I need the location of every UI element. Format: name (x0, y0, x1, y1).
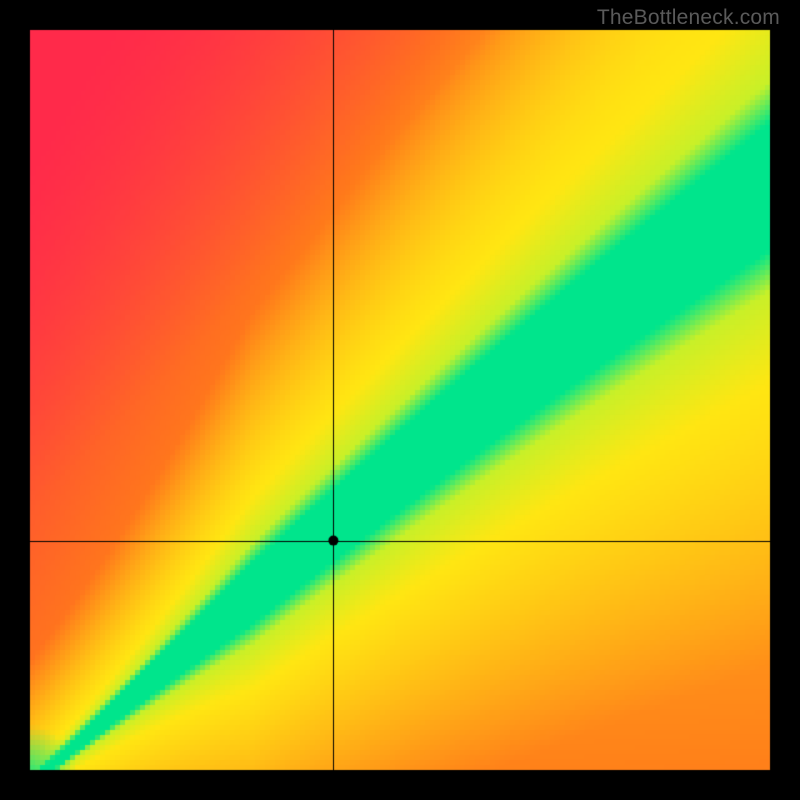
heatmap-canvas (0, 0, 800, 800)
chart-container: TheBottleneck.com (0, 0, 800, 800)
watermark-text: TheBottleneck.com (597, 6, 780, 30)
